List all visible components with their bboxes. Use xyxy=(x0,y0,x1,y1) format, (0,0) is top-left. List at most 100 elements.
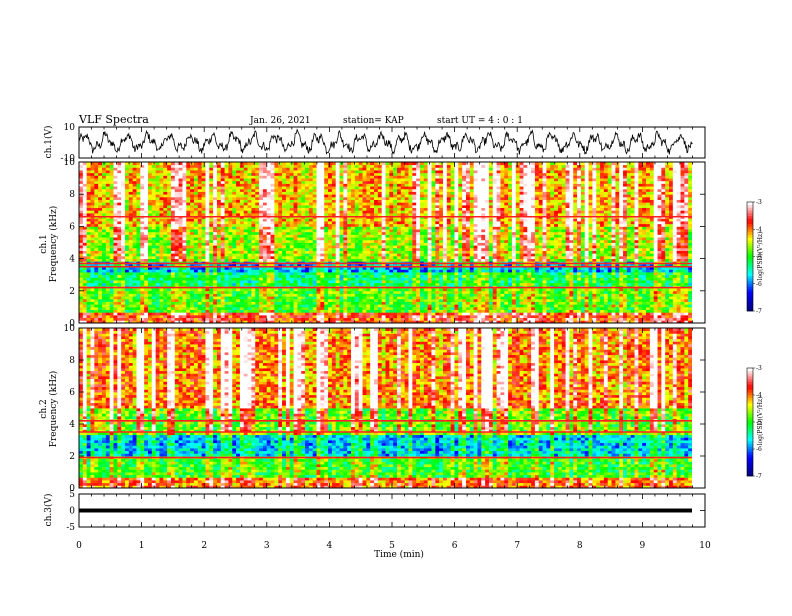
ch1-spec-cell xyxy=(148,248,152,251)
ch1-spec-cell xyxy=(366,256,370,259)
ch1-spec-cell xyxy=(129,283,133,286)
ch1-spec-cell xyxy=(654,318,658,321)
ch1-spec-cell xyxy=(236,283,240,286)
ch1-spec-cell xyxy=(386,288,390,291)
ch1-spec-cell xyxy=(340,288,344,291)
ch1-spec-cell xyxy=(110,288,114,291)
ch1-spec-cell xyxy=(389,245,393,248)
figure-title: VLF Spectra xyxy=(78,113,149,126)
ch1-spec-cell xyxy=(313,318,317,321)
ch1-spec-cell xyxy=(297,240,301,243)
ch1-spec-cell xyxy=(500,245,504,248)
ch1-spec-cell xyxy=(420,269,424,272)
ch1-spec-cell xyxy=(182,302,186,305)
ch1-spec-cell xyxy=(504,299,508,302)
ch1-spec-cell xyxy=(615,293,619,296)
ch1-spec-cell xyxy=(328,307,332,310)
ch1-spec-cell xyxy=(581,283,585,286)
ch1-spec-cell xyxy=(458,280,462,283)
ch1-spec-cell xyxy=(309,288,313,291)
ch1-spec-cell xyxy=(454,259,458,262)
ch1-spec-cell xyxy=(527,293,531,296)
ch1-spec-cell xyxy=(336,296,340,299)
ch1-spec-cell xyxy=(569,302,573,305)
ch1-spec-cell xyxy=(619,310,623,313)
ch1-spec-cell xyxy=(646,277,650,280)
ch1-spec-cell xyxy=(282,310,286,313)
ch1-spec-cell xyxy=(397,272,401,275)
ch1-spec-cell xyxy=(500,299,504,302)
ch1-spec-cell xyxy=(320,318,324,321)
ch1-spec-cell xyxy=(225,307,229,310)
ch1-spec-cell xyxy=(504,291,508,294)
ch1-spec-cell xyxy=(405,291,409,294)
ch1-spec-cell xyxy=(378,307,382,310)
ch1-spec-cell xyxy=(619,248,623,251)
ch1-spec-cell xyxy=(198,259,202,262)
ch1-spec-cell xyxy=(370,288,374,291)
ch1-spec-cell xyxy=(110,283,114,286)
ch1-spec-cell xyxy=(228,283,232,286)
ch1-spec-cell xyxy=(294,302,298,305)
ch1-spec-cell xyxy=(244,275,248,278)
ch1-spec-cell xyxy=(474,251,478,254)
ch1-spec-cell xyxy=(343,315,347,318)
ch1-spec-cell xyxy=(635,280,639,283)
ch1-spec-cell xyxy=(466,245,470,248)
ch1-spec-cell xyxy=(294,256,298,259)
ch1-spec-cell xyxy=(175,253,179,256)
ch1-spec-cell xyxy=(681,259,685,262)
ch1-spec-cell xyxy=(546,291,550,294)
ch1-spec-cell xyxy=(267,245,271,248)
ch1-spec-cell xyxy=(470,283,474,286)
ch1-spec-cell xyxy=(363,283,367,286)
ch1-spec-cell xyxy=(627,315,631,318)
ch1-spec-cell xyxy=(159,269,163,272)
ch1-spec-cell xyxy=(110,248,114,251)
ch1-spec-cell xyxy=(474,275,478,278)
ch1-spec-cell xyxy=(497,269,501,272)
ch1-spec-cell xyxy=(133,318,137,321)
ch1-spec-cell xyxy=(240,277,244,280)
ch1-spec-cell xyxy=(477,251,481,254)
ch1-spec-cell xyxy=(309,272,313,275)
ch1-spec-cell xyxy=(255,243,259,246)
ch1-spec-cell xyxy=(267,312,271,315)
ch1-spec-cell xyxy=(225,275,229,278)
ch1-spec-cell xyxy=(186,269,190,272)
ch1-spec-cell xyxy=(485,277,489,280)
ch1-spec-cell xyxy=(255,251,259,254)
ch1-spec-cell xyxy=(539,293,543,296)
ch1-spec-cell xyxy=(688,293,692,296)
ch1-spec-cell xyxy=(274,275,278,278)
ch1-spec-cell xyxy=(244,269,248,272)
ch1-spec-cell xyxy=(408,299,412,302)
ch1-spec-cell xyxy=(681,245,685,248)
ch1-spec-cell xyxy=(470,245,474,248)
ch1-spec-cell xyxy=(562,248,566,251)
ch1-spec-cell xyxy=(278,310,282,313)
ch1-spec-cell xyxy=(125,245,129,248)
ch1-spec-cell xyxy=(213,243,217,246)
ch1-spec-cell xyxy=(481,243,485,246)
ch1-spec-cell xyxy=(244,272,248,275)
ch1-spec-cell xyxy=(328,253,332,256)
ch1-spec-cell xyxy=(646,291,650,294)
ch1-spec-cell xyxy=(305,310,309,313)
ch1-spec-cell xyxy=(182,240,186,243)
ch1-spec-cell xyxy=(328,272,332,275)
ch1-spec-cell xyxy=(320,277,324,280)
ch1-spec-cell xyxy=(87,312,91,315)
ch1-spec-cell xyxy=(286,248,290,251)
ch1-spec-cell xyxy=(401,288,405,291)
ch1-spec-cell xyxy=(228,288,232,291)
ch1-spec-cell xyxy=(106,259,110,262)
ch1-spec-cell xyxy=(175,296,179,299)
ch1-spec-cell xyxy=(386,304,390,307)
ch1-spec-cell xyxy=(152,248,156,251)
ch1-spec-cell xyxy=(221,280,225,283)
ch1-spec-cell xyxy=(658,275,662,278)
ch1-spec-cell xyxy=(198,310,202,313)
ch1-spec-cell xyxy=(646,251,650,254)
ch1-spec-cell xyxy=(198,251,202,254)
